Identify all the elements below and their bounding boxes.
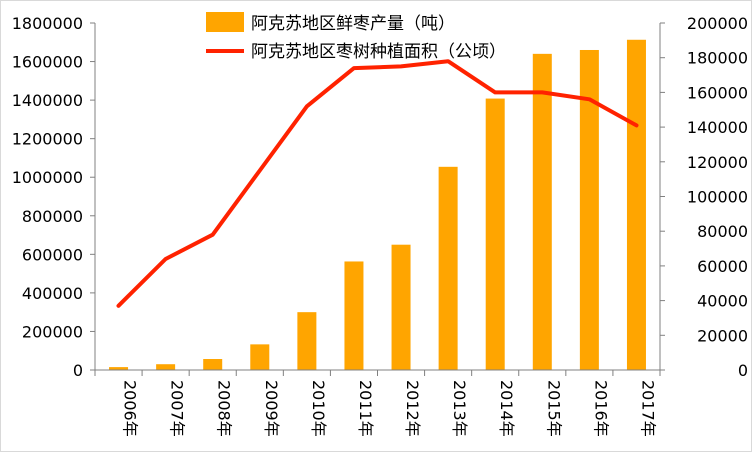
category-label: 2008年 bbox=[215, 380, 234, 437]
left-tick-label: 1800000 bbox=[12, 14, 83, 33]
left-tick-label: 400000 bbox=[22, 284, 83, 303]
bar bbox=[156, 364, 175, 370]
left-tick-label: 1200000 bbox=[12, 130, 83, 149]
right-tick-label: 180000 bbox=[687, 49, 748, 68]
bar bbox=[439, 167, 458, 370]
category-label: 2017年 bbox=[638, 380, 657, 437]
right-tick-label: 200000 bbox=[687, 14, 748, 33]
left-tick-label: 1600000 bbox=[12, 53, 83, 72]
category-label: 2006年 bbox=[121, 380, 140, 437]
left-tick-label: 1400000 bbox=[12, 91, 83, 110]
bar bbox=[203, 359, 222, 370]
category-label: 2007年 bbox=[168, 380, 187, 437]
bar bbox=[344, 261, 363, 370]
left-tick-label: 600000 bbox=[22, 245, 83, 264]
right-tick-label: 80000 bbox=[697, 222, 748, 241]
category-label: 2015年 bbox=[544, 380, 563, 437]
right-tick-label: 60000 bbox=[697, 257, 748, 276]
category-label: 2009年 bbox=[262, 380, 281, 437]
legend-swatch-bar bbox=[206, 12, 244, 32]
bar bbox=[486, 99, 505, 370]
right-tick-label: 100000 bbox=[687, 188, 748, 207]
left-tick-label: 200000 bbox=[22, 322, 83, 341]
right-tick-label: 160000 bbox=[687, 83, 748, 102]
category-label: 2012年 bbox=[403, 380, 422, 437]
bar bbox=[250, 344, 269, 370]
right-tick-label: 20000 bbox=[697, 326, 748, 345]
legend-label-line: 阿克苏地区枣树种植面积（公顷） bbox=[251, 42, 506, 62]
left-tick-label: 0 bbox=[73, 361, 83, 380]
bar bbox=[533, 54, 552, 370]
category-label: 2010年 bbox=[309, 380, 328, 437]
right-tick-label: 140000 bbox=[687, 118, 748, 137]
bar bbox=[627, 40, 646, 370]
category-label: 2011年 bbox=[356, 380, 375, 437]
left-tick-label: 1000000 bbox=[12, 168, 83, 187]
category-label: 2014年 bbox=[497, 380, 516, 437]
bar bbox=[392, 245, 411, 370]
category-label: 2016年 bbox=[591, 380, 610, 437]
bar bbox=[297, 312, 316, 370]
right-tick-label: 120000 bbox=[687, 153, 748, 172]
category-label: 2013年 bbox=[450, 380, 469, 437]
right-tick-label: 0 bbox=[738, 361, 748, 380]
right-tick-label: 40000 bbox=[697, 292, 748, 311]
legend-label-bar: 阿克苏地区鲜枣产量（吨） bbox=[251, 14, 455, 34]
left-tick-label: 800000 bbox=[22, 207, 83, 226]
